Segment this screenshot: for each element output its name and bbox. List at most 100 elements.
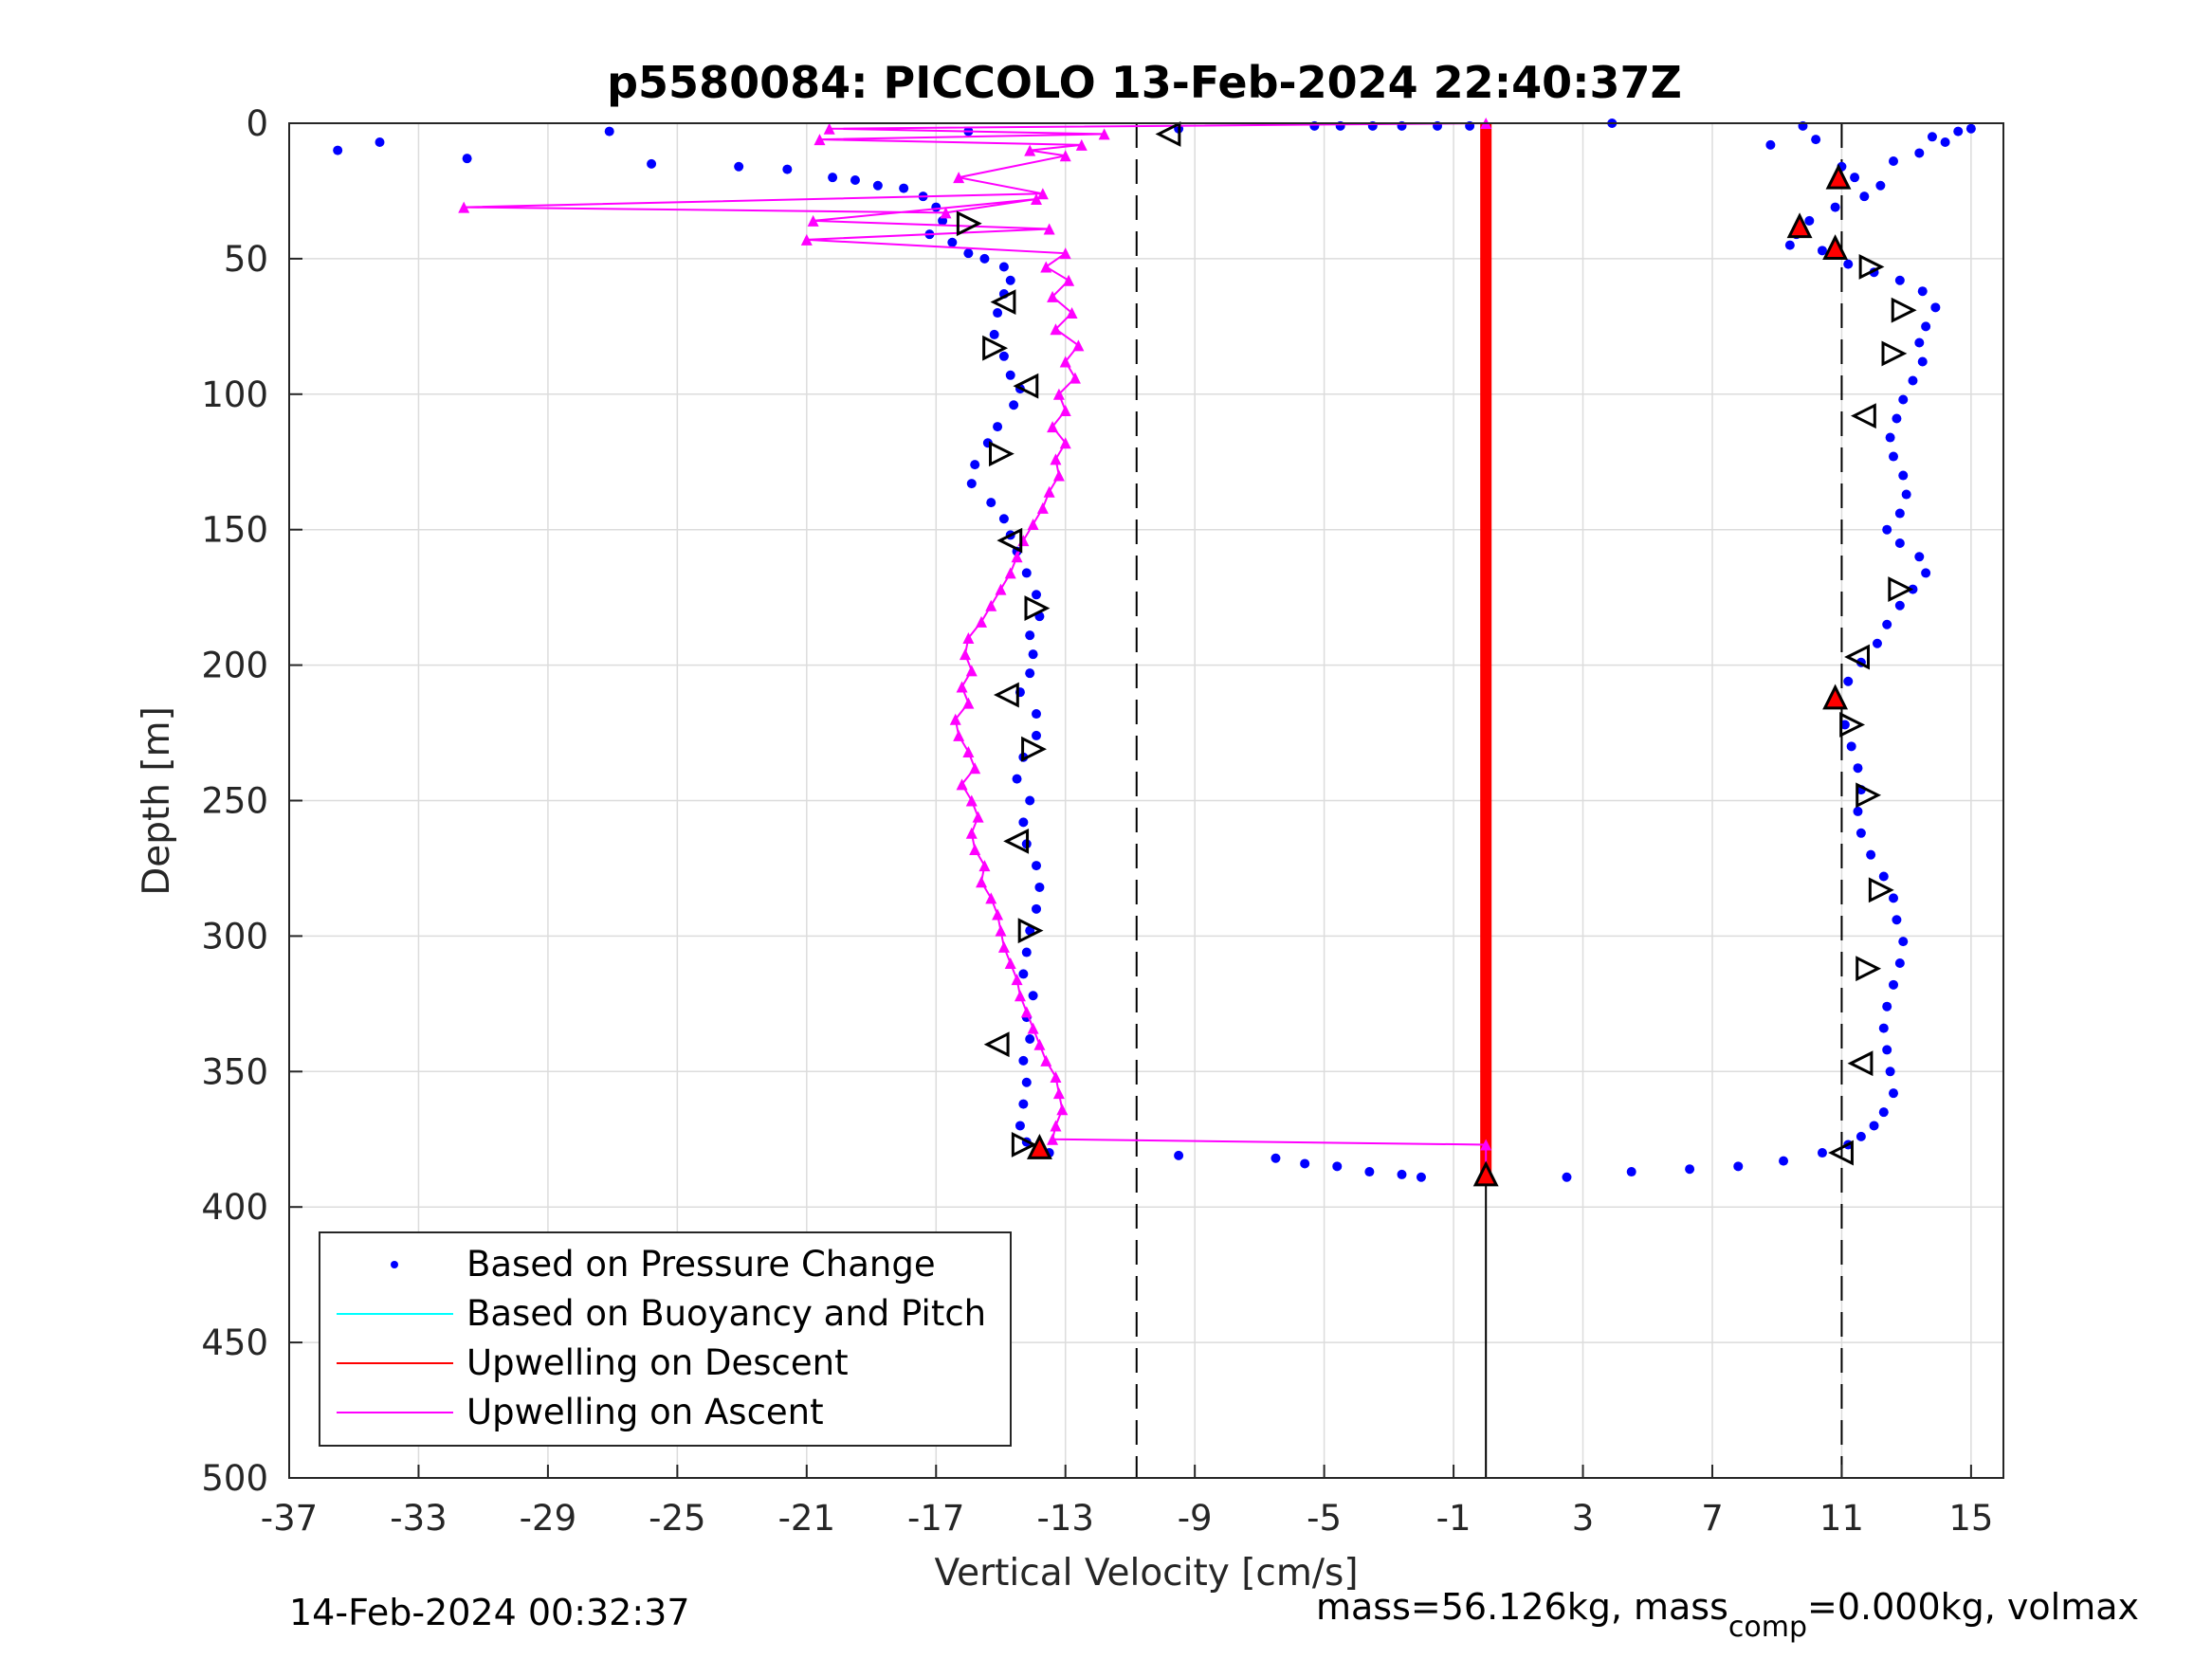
x-tick-label: 3 <box>1572 1498 1595 1539</box>
ascent-upwelling-marker <box>992 908 1004 921</box>
ascent-upwelling-marker <box>814 134 826 146</box>
pressure-velocity-point <box>1032 903 1042 914</box>
pressure-velocity-point <box>1843 259 1854 269</box>
ascent-upwelling-marker <box>976 615 988 628</box>
pressure-velocity-point <box>1846 741 1856 752</box>
chart-title: p5580084: PICCOLO 13-Feb-2024 22:40:37Z <box>607 57 1682 108</box>
ascent-upwelling-marker <box>1059 404 1071 416</box>
x-tick-label: -21 <box>778 1498 835 1539</box>
pressure-velocity-point <box>647 158 657 169</box>
ascent-upwelling-marker <box>997 940 1010 953</box>
footer-mass-main: mass=56.126kg, mass <box>1316 1586 1728 1628</box>
pressure-velocity-point <box>1830 202 1840 212</box>
ascent-upwelling-marker <box>823 122 835 135</box>
ascent-upwelling-marker <box>1011 551 1023 563</box>
ascent-upwelling-marker <box>1036 188 1049 200</box>
x-tick-label: -9 <box>1178 1498 1213 1539</box>
pressure-velocity-point <box>1025 925 1035 936</box>
pressure-velocity-point <box>1894 538 1905 548</box>
pressure-velocity-point <box>1626 1167 1636 1177</box>
pressure-velocity-point <box>1021 1077 1032 1087</box>
data-layer <box>333 118 1976 1187</box>
flag-triangle-marker <box>1822 234 1849 260</box>
ascent-upwelling-marker <box>1059 247 1071 260</box>
pressure-velocity-point <box>899 183 909 193</box>
pressure-velocity-point <box>1882 619 1892 629</box>
ascent-upwelling-marker <box>458 201 470 213</box>
pressure-velocity-point <box>1021 568 1032 578</box>
pressure-velocity-point <box>1009 400 1019 410</box>
ascent-upwelling-marker <box>956 778 968 791</box>
flag-triangle-marker <box>1881 340 1908 367</box>
pressure-velocity-point <box>1034 882 1045 892</box>
flag-triangle-marker <box>1021 736 1047 762</box>
ascent-upwelling-marker <box>953 729 965 741</box>
pressure-velocity-point <box>1866 849 1876 860</box>
pressure-velocity-point <box>1765 139 1776 150</box>
flag-triangle-marker <box>1888 576 1914 603</box>
flag-triangle-marker <box>1868 877 1894 903</box>
flag-triangle-marker <box>1856 956 1882 982</box>
pressure-velocity-point <box>1878 871 1889 882</box>
pressure-velocity-point <box>1032 709 1042 720</box>
ascent-upwelling-marker <box>1031 193 1043 206</box>
pressure-velocity-point <box>1892 413 1902 424</box>
ascent-upwelling-marker <box>1052 388 1065 400</box>
flag-triangle-marker <box>1822 684 1849 710</box>
pressure-velocity-point <box>1300 1158 1310 1169</box>
pressure-velocity-point <box>1917 286 1928 297</box>
ascent-upwelling-marker <box>1024 144 1036 156</box>
pressure-velocity-point <box>1174 1150 1184 1160</box>
pressure-velocity-point <box>966 479 977 489</box>
ascent-upwelling-marker <box>1027 1022 1039 1034</box>
pressure-velocity-point <box>1811 135 1821 145</box>
ascent-upwelling-marker <box>972 811 984 823</box>
y-tick-label: 300 <box>201 916 268 957</box>
pressure-velocity-point <box>1364 1167 1375 1177</box>
pressure-velocity-point <box>850 175 860 186</box>
ascent-upwelling-marker <box>949 713 961 725</box>
pressure-velocity-point <box>1397 1169 1407 1179</box>
ascent-upwelling-marker <box>965 665 978 677</box>
ascent-upwelling-marker <box>1066 307 1078 319</box>
ascent-upwelling-marker <box>1020 1006 1033 1018</box>
pressure-velocity-point <box>1733 1161 1744 1172</box>
pressure-velocity-point <box>1005 370 1015 380</box>
ascent-upwelling-marker <box>1075 138 1088 151</box>
ascent-upwelling-marker <box>969 843 981 855</box>
pressure-velocity-point <box>1898 937 1909 947</box>
footer-mass-sub: comp <box>1728 1611 1807 1644</box>
pressure-velocity-point <box>963 248 974 259</box>
pressure-velocity-point <box>1889 893 1899 903</box>
pressure-velocity-point <box>1914 552 1925 562</box>
ascent-upwelling-marker <box>962 746 975 758</box>
flag-triangle-marker <box>1003 828 1030 854</box>
ascent-upwelling-marker <box>995 583 1007 595</box>
pressure-velocity-point <box>1875 180 1886 191</box>
x-tick-label: -1 <box>1436 1498 1472 1539</box>
descent-upwelling-markers <box>1480 123 1492 1180</box>
ascent-upwelling-marker <box>976 876 988 888</box>
flag-triangle-marker <box>1847 1050 1874 1077</box>
pressure-velocity-point <box>979 253 990 264</box>
pressure-velocity-point <box>782 164 793 174</box>
pressure-velocity-point <box>1894 508 1905 519</box>
x-tick-label: -5 <box>1307 1498 1342 1539</box>
pressure-velocity-point <box>993 422 1003 432</box>
pressure-velocity-point <box>1889 156 1899 167</box>
pressure-velocity-point <box>1028 991 1038 1001</box>
pressure-velocity-point <box>1018 969 1029 979</box>
flag-triangle-marker <box>983 1031 1010 1058</box>
ascent-upwelling-marker <box>1047 1133 1059 1145</box>
pressure-velocity-point <box>828 173 838 183</box>
legend-label-pressure: Based on Pressure Change <box>466 1244 936 1285</box>
pressure-velocity-point <box>1894 275 1905 285</box>
ascent-upwelling-marker <box>1004 567 1016 579</box>
pressure-velocity-point <box>1892 915 1902 925</box>
pressure-velocity-point <box>931 202 941 212</box>
x-tick-label: -25 <box>649 1498 705 1539</box>
pressure-velocity-point <box>1898 470 1909 481</box>
pressure-velocity-point <box>1332 1161 1343 1172</box>
x-tick-label: -17 <box>907 1498 964 1539</box>
